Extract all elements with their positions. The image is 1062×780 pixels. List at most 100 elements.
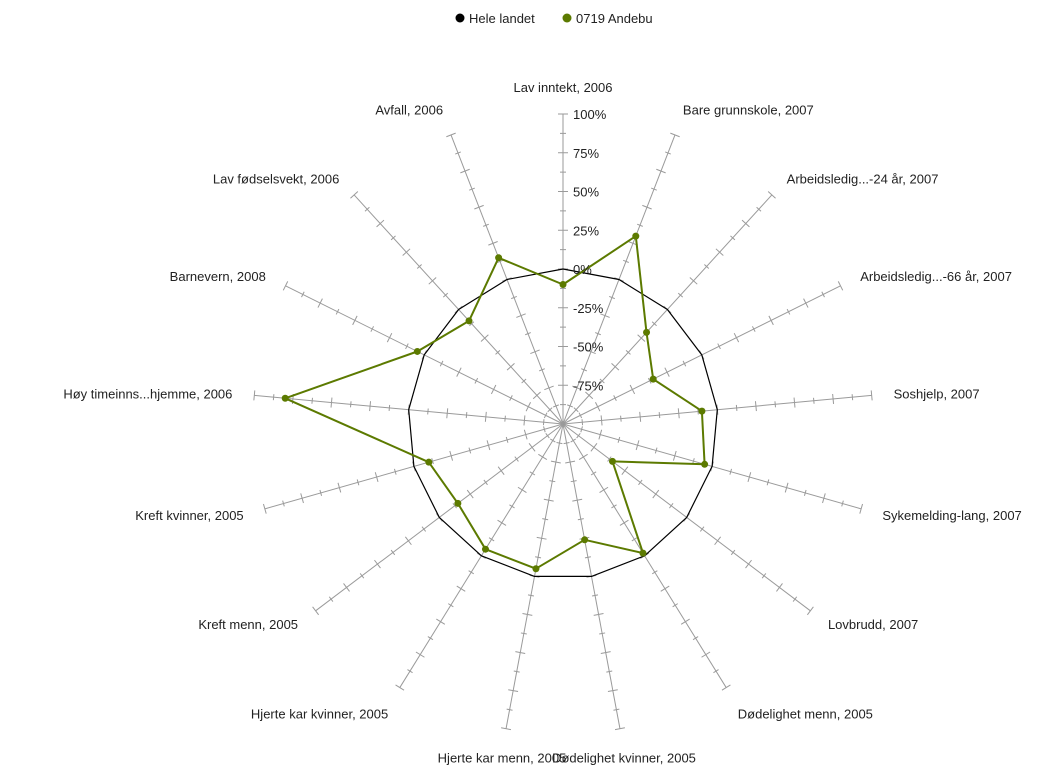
tick-mark [395,684,405,691]
tick-mark [745,559,752,569]
tick-mark [573,407,579,413]
tick-mark [317,298,323,308]
tick-mark [527,594,534,597]
tick-mark [680,618,690,625]
data-point-hoy-timeinns-hjemme-2006[interactable] [281,394,289,402]
tick-mark [466,489,474,499]
tick-mark [851,394,854,401]
category-label-hoy-timeinns-hjemme-2006: Høy timeinns...hjemme, 2006 [63,386,232,401]
tick-mark [677,292,684,298]
radial-tick-label: 0% [573,262,592,277]
category-label-arbeidsledig-24-ar-2007: Arbeidsledig...-24 år, 2007 [787,172,939,187]
tick-mark [282,281,289,291]
data-point-arbeidsledig-66-ar-2007[interactable] [649,375,657,383]
tick-mark [600,415,603,426]
data-point-kreft-menn-2005[interactable] [454,499,462,507]
tick-mark [658,412,661,419]
radial-tick-label: 75% [573,146,599,161]
tick-mark [504,415,506,422]
tick-mark [606,670,613,673]
tick-mark [586,349,596,355]
tick-mark [497,466,505,475]
data-point-dodelighet-menn-2005[interactable] [639,549,647,557]
series-line-hele-landet[interactable] [408,268,718,578]
tick-mark [319,489,323,496]
data-point-lav-fodselsvekt-2006[interactable] [465,317,473,325]
tick-mark [565,460,576,464]
data-point-barnevern-2008[interactable] [413,347,421,355]
tick-mark [654,447,658,454]
tick-mark [388,404,391,411]
tick-mark [516,313,526,318]
radial-tick-label: 25% [573,223,599,238]
data-point-lav-inntekt-2006[interactable] [559,281,567,288]
data-point-lovbrudd-2007[interactable] [608,457,616,465]
tick-mark [468,447,472,454]
tick-mark [859,503,864,514]
tick-mark [578,412,583,419]
tick-mark [689,277,698,285]
tick-mark [821,291,825,298]
tick-mark [483,479,488,486]
tick-mark [328,596,334,602]
tick-mark [692,636,699,641]
legend-label-hele-landet: Hele landet [469,11,535,26]
tick-mark [669,503,674,509]
radar-tick-marks [253,113,873,731]
tick-mark [542,518,549,521]
data-point-sykemelding-lang-2007[interactable] [701,460,709,468]
tick-mark [390,235,396,241]
tick-mark [469,187,475,191]
legend-item-andebu[interactable]: 0719 Andebu [562,11,653,26]
tick-mark [593,613,604,616]
tick-mark [416,264,422,269]
tick-mark [511,295,517,300]
tick-mark [536,536,547,540]
data-point-bare-grunnskole-2007[interactable] [632,232,640,240]
tick-mark [637,223,643,227]
tick-mark [447,603,454,608]
radial-tick-label: -75% [573,378,604,393]
tick-mark [549,438,556,443]
data-point-soshjelp-2007[interactable] [698,407,706,415]
tick-mark [599,632,606,635]
tick-mark [543,412,548,419]
tick-mark [543,498,554,502]
data-point-kreft-kvinner-2005[interactable] [425,458,433,466]
tick-mark [495,350,501,355]
tick-mark [370,326,375,332]
tick-mark [374,559,381,569]
tick-mark [619,519,629,526]
legend-item-hele-landet[interactable]: Hele landet [455,11,536,26]
tick-mark [677,408,680,419]
tick-mark [542,419,545,426]
data-point-arbeidsledig-24-ar-2007[interactable] [643,328,651,336]
tick-mark [733,332,740,343]
tick-mark [570,438,577,443]
tick-mark [652,489,660,499]
tick-mark [600,651,611,654]
category-label-soshjelp-2007: Soshjelp, 2007 [894,386,980,401]
data-point-hjerte-kar-kvinner-2005[interactable] [481,545,489,553]
radial-tick-label: -50% [573,340,604,355]
series-line-0719-andebu[interactable] [284,235,706,570]
tick-mark [529,471,536,476]
tick-mark [553,404,559,408]
category-label-kreft-menn-2005: Kreft menn, 2005 [198,617,298,632]
tick-mark [350,401,352,408]
tick-mark [513,670,520,673]
tick-mark [505,436,509,443]
data-point-avfall-2006[interactable] [495,254,503,262]
tick-mark [837,281,844,291]
tick-mark [747,472,752,482]
data-point-dodelighet-kvinner-2005[interactable] [581,536,589,544]
tick-mark [647,377,652,384]
radial-tick-label: 50% [573,185,599,200]
tick-mark [768,315,774,326]
data-point-hjerte-kar-menn-2005[interactable] [532,565,540,573]
tick-mark [590,471,597,476]
tick-mark [642,204,652,210]
radar-category-labels: Lav inntekt, 2006 Bare grunnskole, 2007 Ar… [63,80,1021,765]
tick-mark [598,429,603,440]
tick-mark [350,191,359,199]
